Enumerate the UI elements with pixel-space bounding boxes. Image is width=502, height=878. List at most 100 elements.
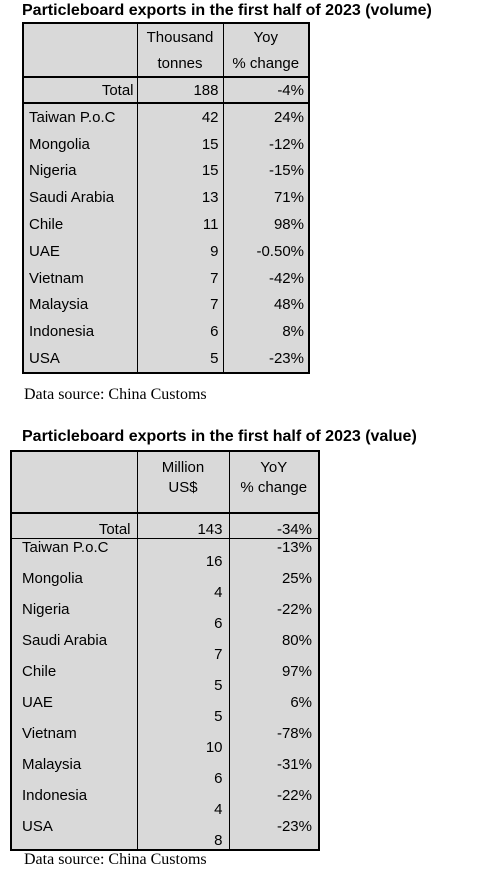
- value-export-value: 16: [136, 538, 230, 570]
- volume-yoy-change: -23%: [222, 345, 310, 373]
- volume-table-row: Saudi Arabia 13 71%: [22, 184, 310, 212]
- value-export-value: 7: [136, 632, 230, 663]
- volume-export-value: 15: [136, 130, 224, 158]
- value-yoy-change: 6%: [228, 694, 320, 725]
- value-yoy-change: 25%: [228, 570, 320, 601]
- value-table-row: Malaysia 6 -31%: [10, 756, 320, 787]
- volume-total-change: -4%: [222, 77, 310, 104]
- value-export-value: 4: [136, 787, 230, 818]
- volume-header-unit-line1: Thousand: [136, 23, 224, 50]
- volume-export-value: 7: [136, 264, 224, 292]
- value-country: Mongolia: [10, 570, 138, 601]
- value-total-value: 143: [136, 513, 230, 539]
- value-export-value: 5: [136, 694, 230, 725]
- volume-total-row: Total 188 -4%: [22, 77, 310, 104]
- value-country: Vietnam: [10, 725, 138, 756]
- value-table: Million US$ YoY% change Total 143 -34% Ta…: [10, 450, 320, 851]
- value-export-value: 5: [136, 663, 230, 694]
- volume-yoy-change: 71%: [222, 184, 310, 212]
- volume-country: UAE: [22, 237, 138, 265]
- value-table-title: Particleboard exports in the first half …: [22, 428, 417, 445]
- volume-header-change-line1: Yoy: [222, 23, 310, 50]
- volume-total-value: 188: [136, 77, 224, 104]
- volume-header-change-line2: % change: [222, 50, 310, 78]
- volume-table-row: Nigeria 15 -15%: [22, 157, 310, 185]
- value-yoy-change: -23%: [228, 818, 320, 850]
- value-data-source: Data source: China Customs: [24, 851, 207, 868]
- value-table-row: Taiwan P.o.C 16 -13%: [10, 538, 320, 570]
- volume-table-row: Taiwan P.o.C 42 24%: [22, 103, 310, 131]
- volume-yoy-change: -42%: [222, 264, 310, 292]
- value-country: Saudi Arabia: [10, 632, 138, 663]
- volume-table-row: Indonesia 6 8%: [22, 318, 310, 346]
- volume-country: Mongolia: [22, 130, 138, 158]
- value-yoy-change: 80%: [228, 632, 320, 663]
- volume-country: Saudi Arabia: [22, 184, 138, 212]
- value-table-row: Nigeria 6 -22%: [10, 601, 320, 632]
- volume-header-unit-line2: tonnes: [136, 50, 224, 78]
- value-export-value: 10: [136, 725, 230, 756]
- volume-table-row: Chile 11 98%: [22, 211, 310, 238]
- value-country: Indonesia: [10, 787, 138, 818]
- volume-table-row: USA 5 -23%: [22, 345, 310, 373]
- volume-country: Indonesia: [22, 318, 138, 346]
- volume-header-blank: [22, 23, 138, 50]
- volume-yoy-change: -0.50%: [222, 237, 310, 265]
- value-table-row: USA 8 -23%: [10, 818, 320, 850]
- value-total-label: Total: [10, 513, 138, 539]
- volume-yoy-change: 98%: [222, 211, 310, 238]
- value-country: Chile: [10, 663, 138, 694]
- value-yoy-change: -22%: [228, 601, 320, 632]
- value-table-row: Saudi Arabia 7 80%: [10, 632, 320, 663]
- value-country: Taiwan P.o.C: [10, 538, 138, 570]
- volume-table-row: Mongolia 15 -12%: [22, 130, 310, 158]
- volume-table-title: Particleboard exports in the first half …: [22, 2, 432, 19]
- volume-table-row: UAE 9 -0.50%: [22, 237, 310, 265]
- volume-country: Nigeria: [22, 157, 138, 185]
- volume-export-value: 9: [136, 237, 224, 265]
- volume-export-value: 42: [136, 103, 224, 131]
- value-table-row: Indonesia 4 -22%: [10, 787, 320, 818]
- value-country: Malaysia: [10, 756, 138, 787]
- value-export-value: 4: [136, 570, 230, 601]
- value-yoy-change: 97%: [228, 663, 320, 694]
- value-header-unit: Million US$: [136, 451, 230, 504]
- value-header-change: YoY% change: [228, 451, 320, 504]
- value-country: UAE: [10, 694, 138, 725]
- value-header-blank: [10, 451, 138, 504]
- volume-yoy-change: 48%: [222, 291, 310, 319]
- volume-country: Taiwan P.o.C: [22, 103, 138, 131]
- value-yoy-change: -22%: [228, 787, 320, 818]
- volume-yoy-change: -15%: [222, 157, 310, 185]
- value-export-value: 6: [136, 756, 230, 787]
- volume-export-value: 15: [136, 157, 224, 185]
- volume-yoy-change: 8%: [222, 318, 310, 346]
- value-total-change: -34%: [228, 513, 320, 539]
- value-table-row: UAE 5 6%: [10, 694, 320, 725]
- volume-table-row: Malaysia 7 48%: [22, 291, 310, 319]
- volume-header-blank-2: [22, 50, 138, 78]
- volume-table: Thousand Yoy tonnes % change Total 188 -…: [22, 22, 310, 374]
- volume-export-value: 11: [136, 211, 224, 238]
- value-table-row: Mongolia 4 25%: [10, 570, 320, 601]
- volume-export-value: 13: [136, 184, 224, 212]
- value-total-row: Total 143 -34%: [10, 513, 320, 539]
- volume-total-label: Total: [22, 77, 138, 104]
- volume-country: Chile: [22, 211, 138, 238]
- value-yoy-change: -31%: [228, 756, 320, 787]
- value-country: USA: [10, 818, 138, 850]
- value-table-row: Chile 5 97%: [10, 663, 320, 694]
- volume-country: Malaysia: [22, 291, 138, 319]
- volume-export-value: 6: [136, 318, 224, 346]
- volume-yoy-change: 24%: [222, 103, 310, 131]
- value-export-value: 8: [136, 818, 230, 850]
- volume-country: USA: [22, 345, 138, 373]
- volume-export-value: 7: [136, 291, 224, 319]
- value-export-value: 6: [136, 601, 230, 632]
- volume-yoy-change: -12%: [222, 130, 310, 158]
- value-yoy-change: -78%: [228, 725, 320, 756]
- value-country: Nigeria: [10, 601, 138, 632]
- value-yoy-change: -13%: [228, 538, 320, 570]
- volume-export-value: 5: [136, 345, 224, 373]
- volume-data-source: Data source: China Customs: [24, 386, 207, 403]
